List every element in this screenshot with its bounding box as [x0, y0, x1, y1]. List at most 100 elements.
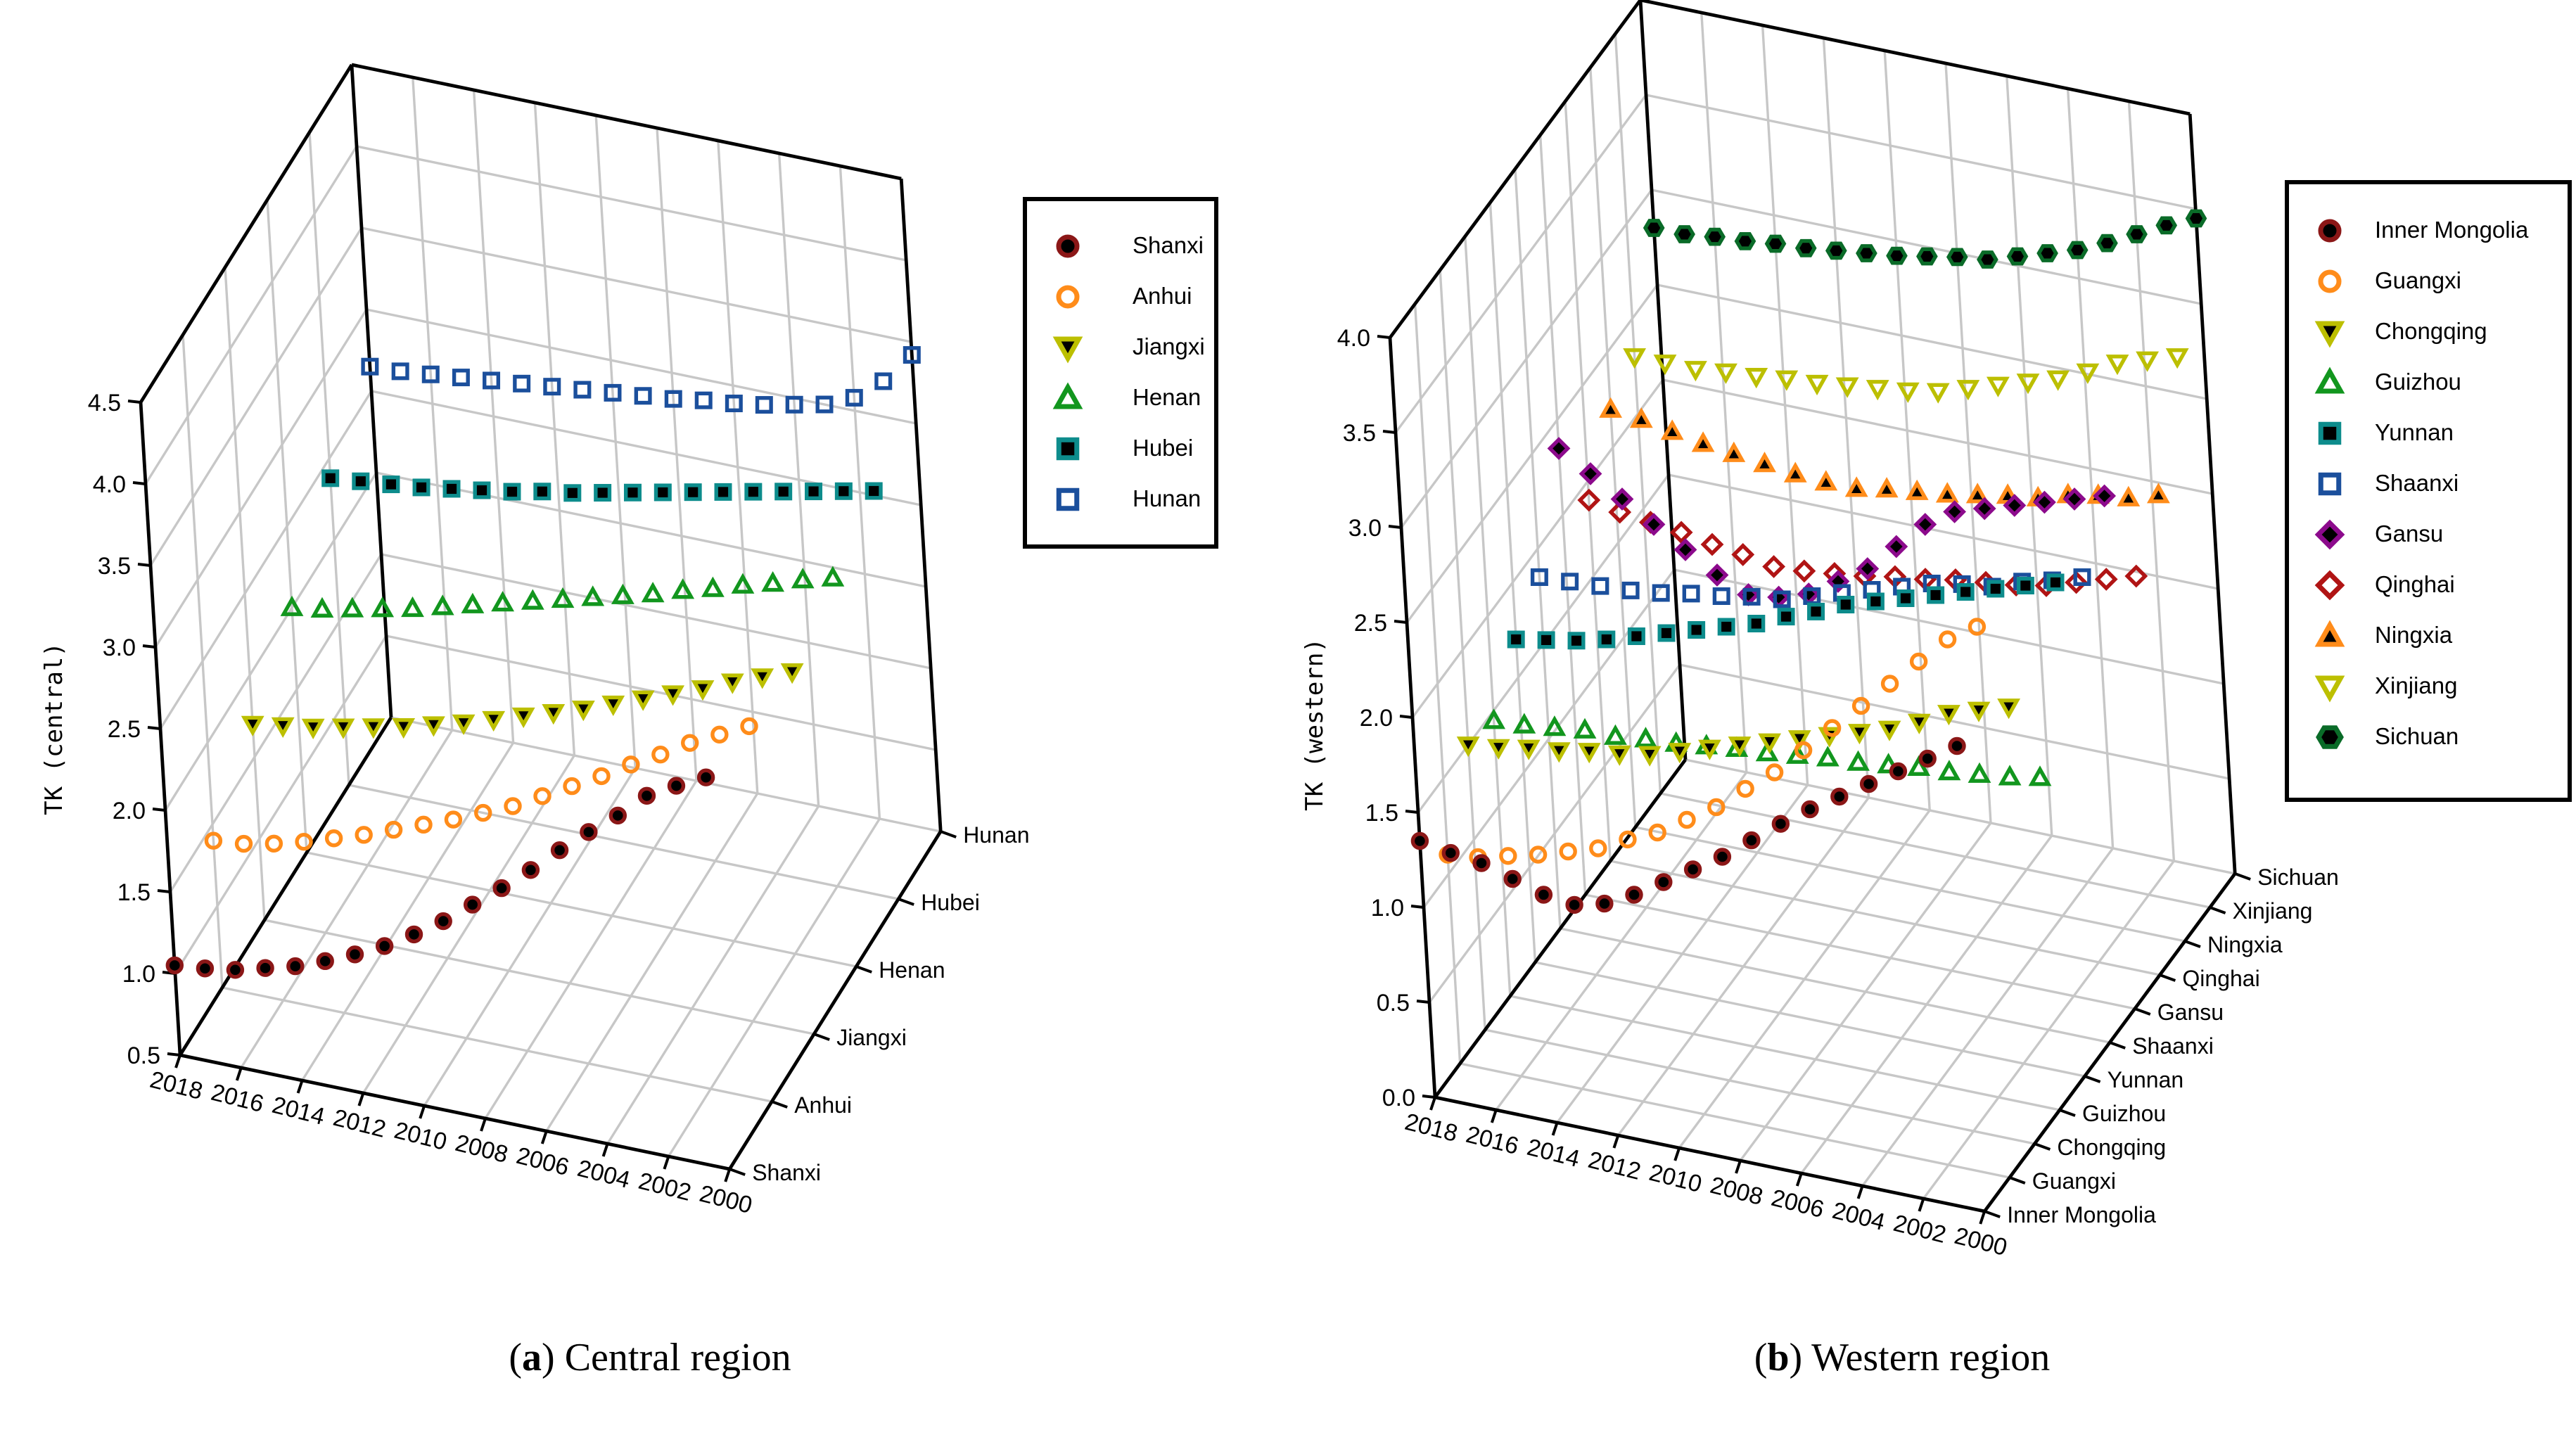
series-henan: [280, 566, 845, 618]
legend-item-shaanxi: Shaanxi: [2289, 459, 2568, 509]
legend-item-label: Hubei: [1133, 435, 1194, 461]
legend-item-shanxi: Shanxi: [1027, 221, 1214, 272]
series-guangxi: [1439, 618, 1987, 867]
z-tick-label: 3.5: [98, 553, 131, 580]
legend-item-label: Yunnan: [2375, 420, 2454, 445]
legend-item-jiangxi: Jiangxi: [1027, 322, 1214, 373]
legend-item-label: Hunan: [1133, 486, 1201, 511]
legend-marker-circle-filled-icon: [1056, 234, 1080, 258]
z-tick-label: 2.5: [108, 716, 141, 743]
province-tick-label: Inner Mongolia: [2007, 1202, 2156, 1227]
series-hubei: [321, 469, 883, 502]
legend-item-label: Shaanxi: [2375, 471, 2459, 496]
legend-item-xinjiang: Xinjiang: [2289, 661, 2568, 712]
legend-marker-diamond-filled-icon: [2314, 519, 2345, 550]
caption-text: Western region: [1811, 1336, 2051, 1380]
series-jiangxi: [241, 663, 804, 739]
caption-letter: a: [522, 1336, 542, 1380]
legend-item-qinghai: Qinghai: [2289, 560, 2568, 611]
series-sichuan: [1643, 209, 2207, 269]
legend-item-inner-mongolia: Inner Mongolia: [2289, 205, 2568, 256]
legend-marker-circle-open-icon: [2318, 269, 2342, 293]
province-tick-label: Chongqing: [2057, 1135, 2166, 1160]
legend-marker-square-filled-icon: [2318, 421, 2342, 445]
caption-paren: (: [509, 1336, 523, 1380]
legend-item-anhui: Anhui: [1027, 272, 1214, 322]
z-tick-label: 4.0: [93, 471, 126, 498]
legend-item-label: Gansu: [2375, 521, 2444, 547]
province-tick-label: Hubei: [921, 890, 980, 915]
z-tick-label: 3.0: [1348, 515, 1382, 542]
legend-item-label: Qinghai: [2375, 572, 2455, 597]
series-shanxi: [165, 768, 715, 979]
year-tick-label: 2006: [514, 1142, 572, 1181]
year-tick-label: 2000: [697, 1180, 755, 1219]
province-tick-label: Guangxi: [2032, 1168, 2116, 1194]
z-tick-label: 0.5: [1377, 990, 1410, 1016]
province-tick-label: Sichuan: [2257, 864, 2339, 890]
z-tick-label: 0.5: [127, 1042, 160, 1069]
legend-marker-hexagon-filled-icon: [2316, 725, 2344, 749]
panel-a-gridlines: [139, 63, 942, 1170]
z-tick-label: 1.0: [1371, 895, 1404, 921]
year-tick-label: 2018: [1402, 1109, 1460, 1147]
legend-item-henan: Henan: [1027, 373, 1214, 423]
legend-item-ningxia: Ningxia: [2289, 611, 2568, 661]
legend-item-label: Inner Mongolia: [2375, 217, 2529, 243]
year-tick-label: 2008: [1707, 1172, 1766, 1211]
legend-item-label: Sichuan: [2375, 724, 2459, 749]
legend-item-sichuan: Sichuan: [2289, 712, 2568, 763]
province-tick-label: Xinjiang: [2233, 898, 2313, 924]
legend-item-label: Henan: [1133, 385, 1201, 410]
year-tick-label: 2010: [392, 1117, 450, 1156]
legend-marker-circle-filled-icon: [2318, 219, 2342, 243]
year-tick-label: 2018: [147, 1066, 205, 1105]
legend-marker-triangle-down-filled-icon: [2314, 321, 2345, 348]
z-tick-label: 3.0: [103, 634, 136, 661]
caption-central: (a) Central region: [509, 1336, 791, 1382]
legend-item-label: Xinjiang: [2375, 673, 2458, 698]
series-anhui: [204, 717, 758, 853]
legend-item-label: Anhui: [1133, 283, 1192, 309]
legend-item-label: Jiangxi: [1133, 334, 1205, 359]
legend-item-guizhou: Guizhou: [2289, 357, 2568, 408]
year-tick-label: 2012: [331, 1104, 389, 1143]
year-tick-label: 2014: [1524, 1134, 1583, 1173]
year-tick-label: 2002: [636, 1168, 694, 1206]
z-axis-title: TK (western): [1301, 638, 1329, 811]
legend-item-yunnan: Yunnan: [2289, 408, 2568, 459]
legend-marker-circle-open-icon: [1056, 285, 1080, 309]
panel-a-data-points: [165, 346, 921, 979]
series-yunnan: [1507, 573, 2065, 650]
z-tick-label: 0.0: [1382, 1085, 1415, 1111]
caption-paren: (: [1754, 1336, 1768, 1380]
caption-western: (b) Western region: [1754, 1336, 2051, 1382]
z-tick-label: 1.5: [117, 879, 151, 906]
series-xinjiang: [1623, 348, 2189, 404]
year-tick-label: 2006: [1768, 1185, 1827, 1223]
year-tick-label: 2008: [452, 1130, 511, 1168]
z-tick-label: 2.0: [1360, 705, 1393, 732]
z-tick-label: 4.5: [88, 390, 121, 416]
province-tick-label: Qinghai: [2182, 966, 2259, 991]
province-tick-label: Hunan: [963, 822, 1029, 848]
z-tick-label: 1.5: [1365, 800, 1398, 827]
province-tick-label: Shanxi: [752, 1160, 821, 1185]
year-tick-label: 2016: [1463, 1121, 1522, 1160]
legend-item-hubei: Hubei: [1027, 423, 1214, 474]
legend-marker-triangle-down-filled-icon: [1052, 336, 1083, 364]
legend-marker-triangle-up-open-icon: [2314, 366, 2345, 394]
legend-marker-diamond-open-icon: [2314, 570, 2345, 601]
panel-b-tick-marks: [1377, 335, 2251, 1225]
legend-item-chongqing: Chongqing: [2289, 307, 2568, 357]
province-tick-label: Guizhou: [2082, 1101, 2166, 1126]
legend-western: Inner Mongolia Guangxi Chongqing Guizhou Yun…: [2285, 180, 2572, 802]
province-tick-label: Anhui: [794, 1092, 852, 1118]
year-tick-label: 2016: [208, 1079, 267, 1118]
province-tick-label: Ningxia: [2207, 932, 2283, 957]
legend-marker-square-open-icon: [1056, 487, 1080, 511]
caption-text: Central region: [564, 1336, 791, 1380]
legend-marker-square-open-icon: [2318, 472, 2342, 496]
